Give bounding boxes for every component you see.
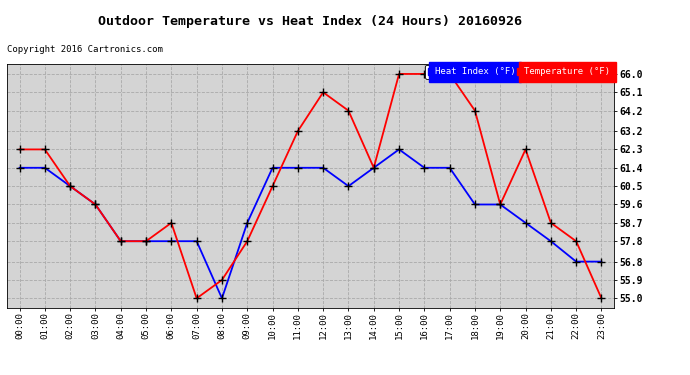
Text: Outdoor Temperature vs Heat Index (24 Hours) 20160926: Outdoor Temperature vs Heat Index (24 Ho… xyxy=(99,15,522,28)
Legend: Heat Index (°F), Temperature (°F): Heat Index (°F), Temperature (°F) xyxy=(425,64,613,79)
Text: Copyright 2016 Cartronics.com: Copyright 2016 Cartronics.com xyxy=(7,45,163,54)
